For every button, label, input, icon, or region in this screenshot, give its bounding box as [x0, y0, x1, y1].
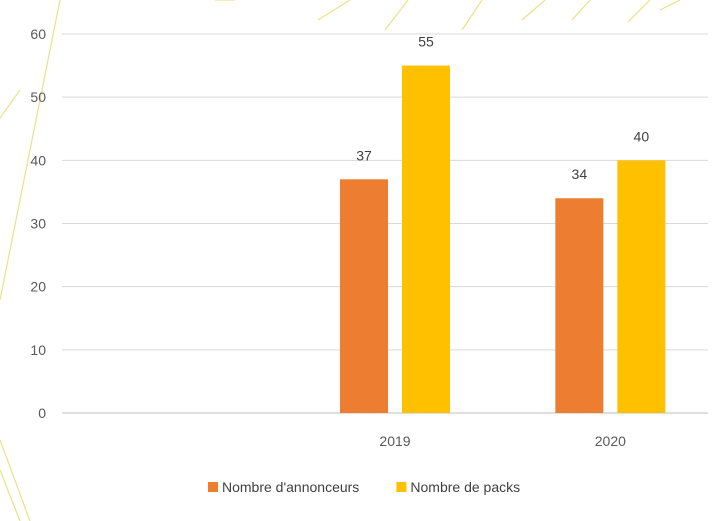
background-decoration [0, 0, 681, 521]
y-axis-ticks: 0 10 20 30 40 50 60 [30, 26, 46, 421]
y-tick-label: 50 [30, 89, 46, 105]
data-label: 40 [634, 128, 650, 144]
y-tick-label: 60 [30, 26, 46, 42]
bar [555, 198, 604, 413]
bar [340, 179, 388, 413]
legend-item: Nombre d'annonceurs [208, 479, 359, 495]
x-tick-label: 2019 [379, 433, 410, 449]
y-tick-label: 10 [30, 342, 46, 358]
decoration-line [461, 0, 483, 31]
decoration-line [0, 0, 61, 301]
decoration-line [0, 469, 21, 521]
bars: 37 55 34 40 [340, 34, 666, 413]
decoration-line [571, 0, 591, 21]
decoration-line [659, 0, 681, 11]
decoration-line [0, 439, 31, 521]
decoration-line [627, 0, 651, 23]
y-tick-label: 20 [30, 279, 46, 295]
legend-item: Nombre de packs [396, 479, 520, 495]
x-tick-label: 2020 [595, 433, 626, 449]
bar [402, 65, 450, 413]
bar [617, 160, 666, 413]
decoration-line [384, 0, 409, 31]
legend-swatch [208, 482, 218, 492]
data-label: 37 [356, 147, 372, 163]
legend-label: Nombre d'annonceurs [222, 479, 359, 495]
legend: Nombre d'annonceurs Nombre de packs [208, 479, 520, 495]
y-tick-label: 30 [30, 216, 46, 232]
decoration-line [0, 89, 21, 119]
x-axis-ticks: 2019 2020 [379, 433, 626, 449]
data-label: 34 [572, 166, 588, 182]
data-label: 55 [418, 34, 434, 50]
y-tick-label: 0 [38, 405, 46, 421]
legend-swatch [396, 482, 407, 492]
y-tick-label: 40 [30, 152, 46, 168]
legend-label: Nombre de packs [410, 479, 520, 495]
decoration-line [317, 0, 351, 21]
decoration-line [521, 0, 546, 21]
